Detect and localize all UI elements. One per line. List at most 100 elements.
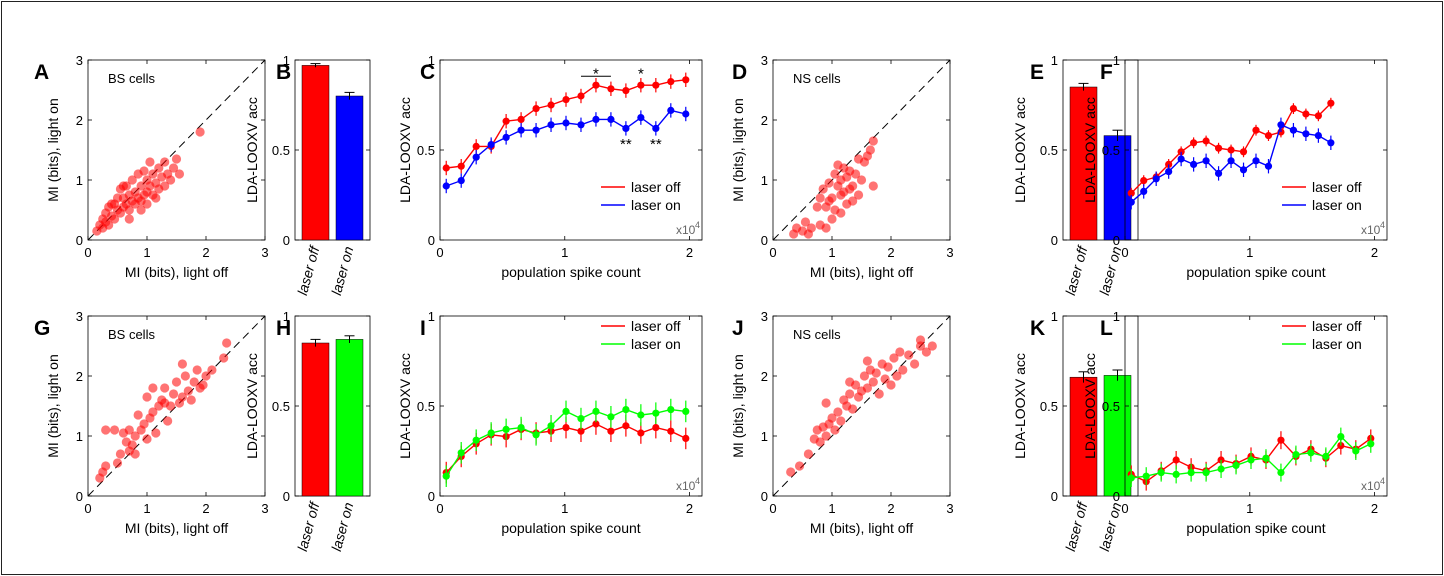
panel-D: D 0 1 2 3 MI (bits), light on 0 1 2 3 MI (bits), l… — [730, 53, 954, 280]
axes-box — [772, 315, 951, 497]
data-point — [1202, 137, 1210, 145]
bar-laser-on — [1103, 135, 1132, 241]
data-point — [607, 115, 615, 123]
data-point — [502, 117, 510, 125]
y-tick-label: 0 — [761, 489, 768, 504]
x-tick-label: 0 — [1121, 501, 1128, 516]
scatter-point — [830, 169, 840, 179]
y-axis-label: LDA-LOOXV acc — [397, 353, 413, 459]
y-tick-label: 0.5 — [272, 143, 290, 158]
axis-multiplier-exponent: 4 — [1380, 476, 1385, 486]
panel-B: B 0 0.5 1 LDA-LOOXV acc laser off laser on — [244, 53, 371, 297]
scatter-point — [883, 362, 893, 372]
data-point — [622, 406, 630, 414]
y-tick-label: 0.5 — [1102, 399, 1120, 414]
data-point — [1247, 456, 1255, 464]
scatter-point — [101, 461, 111, 471]
data-point — [457, 162, 465, 170]
data-point — [667, 78, 675, 86]
x-axis-label: population spike count — [1186, 264, 1325, 280]
scatter-point — [848, 196, 858, 206]
data-point — [517, 115, 525, 123]
y-tick-label: 0 — [283, 489, 290, 504]
axis-multiplier: x10 — [676, 479, 696, 493]
scatter-point — [830, 425, 840, 435]
panel-letter: L — [1100, 317, 1113, 340]
data-point — [1277, 121, 1285, 129]
data-point — [1217, 465, 1225, 473]
category-label: laser off — [294, 243, 323, 297]
scatter-point — [862, 383, 873, 393]
data-point — [1314, 132, 1322, 140]
scatter-point — [821, 431, 831, 441]
scatter-point — [821, 223, 831, 233]
scatter-point — [130, 449, 140, 459]
scatter-point — [868, 377, 878, 387]
x-tick-label: 1 — [828, 245, 835, 260]
y-tick-label: 1 — [1113, 53, 1120, 68]
panel-L: L 0 0.5 1 LDA-LOOXV acc 0 1 2 population spike c… — [1082, 309, 1388, 536]
data-point — [1127, 189, 1135, 197]
x-tick-label: 0 — [769, 245, 776, 260]
scatter-point — [180, 371, 190, 381]
y-tick-label: 0 — [1113, 489, 1120, 504]
scatter-point — [786, 467, 796, 477]
y-axis-label: LDA-LOOXV acc — [244, 353, 260, 459]
scatter-point — [836, 208, 846, 218]
data-point — [592, 407, 600, 415]
scatter-point — [160, 157, 170, 167]
data-point — [637, 411, 645, 419]
category-label: laser on — [328, 244, 356, 296]
x-tick-label: 2 — [887, 501, 894, 516]
y-tick-label: 0 — [428, 489, 435, 504]
scatter-point — [168, 389, 179, 399]
scatter-point — [868, 181, 878, 191]
data-point — [577, 92, 585, 100]
data-point — [1190, 160, 1198, 168]
y-tick-label: 1 — [1051, 309, 1058, 324]
x-tick-label: 3 — [946, 245, 953, 260]
scatter-point — [895, 347, 905, 357]
legend-label: laser off — [1312, 179, 1362, 195]
data-point — [562, 119, 570, 127]
data-point — [457, 449, 465, 457]
y-tick-label: 0 — [76, 489, 83, 504]
scatter-point — [127, 440, 137, 450]
data-point — [667, 427, 675, 435]
y-axis-label: LDA-LOOXV acc — [1082, 353, 1098, 459]
legend-label: laser on — [631, 336, 681, 352]
axes-box — [439, 59, 703, 241]
x-tick-label: 0 — [1121, 245, 1128, 260]
data-point — [637, 114, 645, 122]
scatter-point — [833, 407, 843, 417]
scatter-point — [148, 407, 158, 417]
y-tick-label: 0.5 — [1040, 399, 1058, 414]
data-point — [1190, 139, 1198, 147]
panel-letter: F — [1100, 61, 1113, 84]
scatter-point — [195, 127, 205, 137]
scatter-point — [148, 383, 158, 393]
data-point — [607, 413, 615, 421]
panel-letter: E — [1030, 61, 1044, 84]
scatter-point — [98, 214, 108, 224]
scatter-point — [794, 461, 805, 471]
scatter-point — [168, 163, 179, 173]
data-point — [1289, 105, 1298, 113]
scatter-point — [124, 214, 134, 224]
data-point — [1277, 469, 1285, 477]
data-point — [1187, 469, 1195, 477]
panel-C: C 0 0.5 1 LDA-LOOXV acc 0 1 2 population spike c… — [397, 53, 703, 280]
axes-box — [772, 59, 951, 241]
scatter-point — [163, 416, 173, 426]
data-point — [682, 110, 690, 118]
scatter-point — [112, 458, 123, 468]
bar-laser-off — [1069, 86, 1098, 241]
y-tick-label: 0 — [1051, 233, 1058, 248]
y-tick-label: 0 — [428, 233, 435, 248]
x-tick-label: 1 — [828, 501, 835, 516]
scatter-point — [160, 181, 170, 191]
data-point — [652, 424, 660, 432]
data-point — [517, 424, 525, 432]
scatter-point — [151, 193, 161, 203]
bar-laser-off — [301, 65, 330, 241]
